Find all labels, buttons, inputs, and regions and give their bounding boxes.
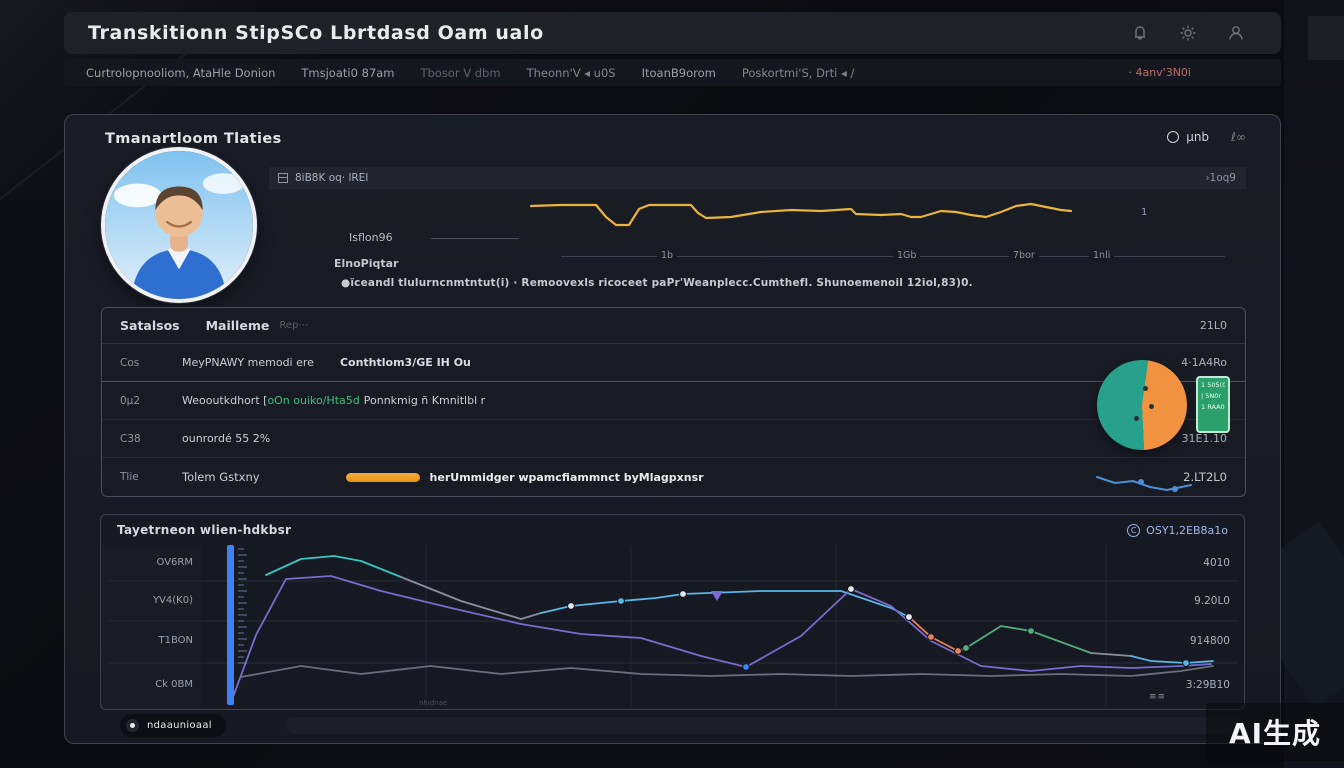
calendar-icon [278, 173, 288, 183]
overview-chip-row: 8iB8K oq· lREl ›1oq9 [269, 167, 1246, 189]
legend-line: | 5N0r [1201, 393, 1225, 400]
overview-row2-label: ElnoPiqtar [334, 257, 399, 270]
row-key: 0µ2 [120, 395, 182, 407]
table-header-value: 21L0 [1200, 319, 1227, 332]
right-value-4: 3:29B10 [1186, 679, 1230, 691]
right-value-1: 4010 [1203, 557, 1230, 569]
table-title-b[interactable]: Mailleme [206, 318, 270, 333]
legend-line: 1 505(0 [1201, 382, 1225, 389]
timeline-chart-panel: Tayetrneon wlien-hdkbsr C OSY1,2EB8a1o O… [100, 514, 1245, 710]
overview-expand-label[interactable]: ›1oq9 [1205, 172, 1236, 184]
titlebar-icons [1131, 24, 1245, 42]
pie-dot [1134, 416, 1139, 421]
footer-progress-bar[interactable] [286, 717, 1244, 734]
right-value-2: 9.20L0 [1194, 595, 1230, 607]
table-title-faint: Rep⋯ [279, 320, 308, 331]
y-label-4: Ck 0BM [101, 679, 193, 690]
row-text: ounrordé 55 2% [182, 432, 270, 445]
background-rect-tr [1308, 16, 1344, 60]
nav-item-1[interactable]: Curtrolopnooliom, AtaHle Donion [86, 66, 275, 80]
axis-tick-4: 1nli [1089, 250, 1114, 261]
nav-item-2[interactable]: Tmsjoati0 87am [301, 66, 394, 80]
gear-icon[interactable] [1179, 24, 1197, 42]
row-sparkline [1095, 470, 1195, 496]
footer-pill-button[interactable]: ndaaunioaal [120, 714, 226, 737]
overview-chip-label[interactable]: 8iB8K oq· lREl [295, 172, 368, 184]
nav-item-5[interactable]: ItoanB9orom [642, 66, 716, 80]
row-text-green: oOn ouiko/Hta5d [267, 394, 359, 407]
panel-title: Tmanartloom Tlaties [105, 131, 282, 147]
overview-line [531, 204, 1071, 225]
nav-item-3[interactable]: Tbosor V dbm [420, 66, 500, 80]
table-row[interactable]: Tlie Tolem Gstxny herUmmidger wpamcfiamm… [102, 458, 1245, 496]
app-title: Transkitionn StipSCo Lbrtdasd Oam ualo [88, 22, 544, 44]
row-bold-text: herUmmidger wpamcfiammnct byMlagpxnsr [430, 471, 704, 484]
avatar[interactable] [101, 147, 257, 303]
nav-item-6[interactable]: Poskortmi'S, Drti ◂ / [742, 66, 855, 80]
row-text-post: Ponnkmig ñ Kmnitlbl r [364, 394, 485, 407]
table-title-a[interactable]: Satalsos [120, 318, 180, 333]
y-label-3: T1BON [101, 635, 193, 646]
progress-pill [346, 473, 420, 482]
overview-stray-value: 1 [1141, 207, 1147, 218]
table-row[interactable]: 0µ2 Weooutkdhort [ oOn ouiko/Hta5d Ponnk… [102, 382, 1245, 420]
watermark: AI生成 [1206, 703, 1344, 761]
right-value-3: 914800 [1190, 635, 1230, 647]
timeline-chart [101, 515, 1245, 710]
y-label-2: YV4(K0) [101, 595, 193, 606]
row-text-pre: Weooutkdhort [ [182, 394, 267, 407]
title-bar: Transkitionn StipSCo Lbrtdasd Oam ualo [64, 12, 1281, 54]
row-value: 4·1A4Ro [1181, 356, 1227, 369]
nav-bar: Curtrolopnooliom, AtaHle Donion Tmsjoati… [64, 59, 1281, 86]
row-key: Cos [120, 357, 182, 369]
watermark-text: AI生成 [1229, 712, 1321, 752]
circle-icon [1167, 131, 1179, 143]
aux-glyph-icon[interactable]: ℓ∞ [1231, 130, 1246, 144]
corner-glyph: ≡≡ [1149, 693, 1166, 701]
row-key: C38 [120, 433, 182, 445]
table-row[interactable]: C38 ounrordé 55 2% 31E1.10 [102, 420, 1245, 458]
pie-legend: 1 505(0 | 5N0r 1 RAA0 [1196, 376, 1230, 433]
row-text-secondary: Conthtlom3/GE IH Ou [340, 356, 471, 369]
stats-table-header: Satalsos Mailleme Rep⋯ 21L0 [102, 308, 1245, 344]
pie-chart [1097, 360, 1187, 450]
panel-actions: µnb ℓ∞ [1167, 130, 1246, 144]
table-row[interactable]: Cos MeyPNAWY memodi ere Conthtlom3/GE IH… [102, 344, 1245, 382]
row-value: 31E1.10 [1182, 432, 1227, 445]
nav-alert-label[interactable]: · 4anv'3N0i [1128, 66, 1191, 79]
row-text: MeyPNAWY memodi ere [182, 356, 314, 369]
stats-table: Satalsos Mailleme Rep⋯ 21L0 Cos MeyPNAWY… [101, 307, 1246, 497]
ornament-icon[interactable] [1131, 24, 1149, 42]
refresh-button[interactable]: µnb [1167, 130, 1209, 144]
axis-tick-1: 1b [657, 250, 677, 261]
overview-description: ●ïceandl tlulurncnmtntut(i) · Remoovexls… [341, 277, 1121, 289]
axis-tick-3: 7bor [1009, 250, 1039, 261]
row-text: Tolem Gstxny [182, 470, 260, 484]
axis-tick-2: 1Gb [893, 250, 920, 261]
pie-dot [1143, 386, 1148, 391]
refresh-label: µnb [1186, 130, 1209, 144]
footer-pill-label: ndaaunioaal [147, 720, 212, 731]
legend-line: 1 RAA0 [1201, 404, 1225, 411]
pie-dot [1149, 404, 1154, 409]
dashboard-screen: Transkitionn StipSCo Lbrtdasd Oam ualo [0, 0, 1344, 768]
y-label-1: OV6RM [101, 557, 193, 568]
chart-footnote: nhidnae [419, 699, 447, 707]
row-key: Tlie [120, 471, 182, 483]
nav-item-4[interactable]: Theonn'V ◂ u0S [527, 66, 616, 80]
overview-row1-label: Isflon96 [349, 231, 393, 244]
user-icon[interactable] [1227, 24, 1245, 42]
overview-row1-rule [431, 238, 519, 239]
record-dot-icon [126, 719, 139, 732]
overview-line-chart [269, 187, 1246, 257]
